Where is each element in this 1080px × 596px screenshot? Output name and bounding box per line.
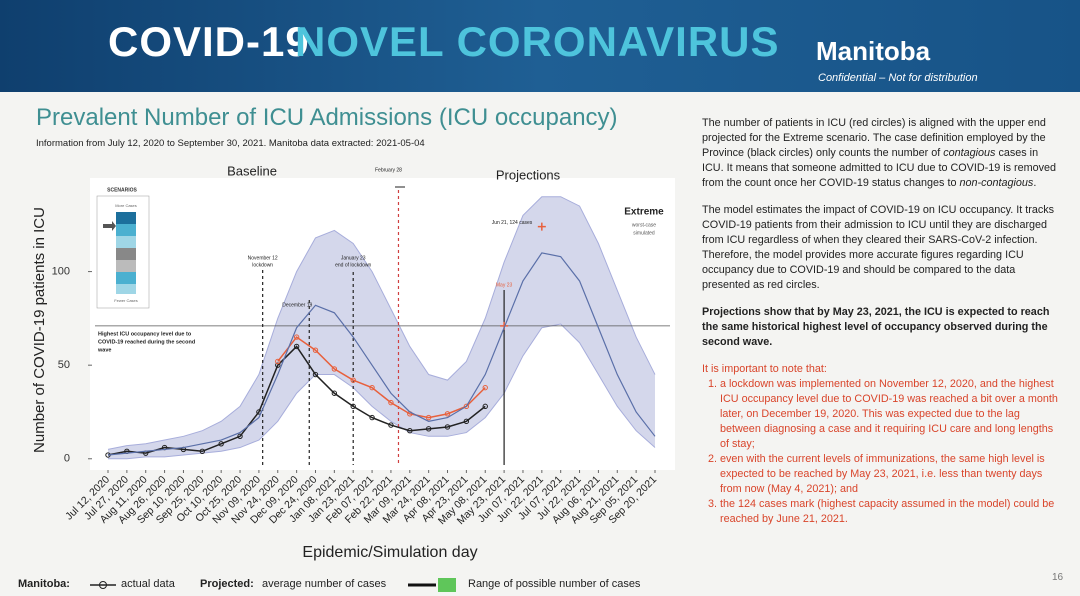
range-band-edge	[107, 196, 656, 450]
header-title: NOVEL CORONAVIRUS	[295, 18, 780, 65]
note-item: the 124 cases mark (highest capacity ass…	[720, 497, 1058, 527]
legend-group: Projected:	[200, 578, 254, 590]
stripe	[116, 212, 136, 224]
data-point	[482, 403, 488, 410]
legend-entry: Range of possible number of cases	[468, 578, 641, 590]
commentary: The number of patients in ICU (red circl…	[702, 116, 1058, 527]
range-band-edge	[108, 323, 656, 460]
logo-text: Manitoba	[816, 36, 931, 66]
data-point	[388, 422, 394, 428]
annotation: December 19	[282, 302, 312, 308]
range-band-fill	[108, 196, 655, 459]
scenarios-box: SCENARIOS More Cases Fewer Cases	[96, 187, 150, 309]
data-point	[425, 414, 432, 421]
arrow	[103, 221, 116, 231]
annotation: Projections	[496, 167, 561, 182]
data-point	[218, 441, 224, 447]
confidential-note: Confidential – Not for distribution	[818, 72, 978, 84]
annotation: end of lockdown	[335, 262, 371, 268]
text: cases in ICU. It means that someone admi…	[702, 147, 1057, 189]
series-line	[277, 336, 486, 419]
text: The number of patients in ICU (red circl…	[702, 117, 1046, 159]
text: Projections show that by May 23, 2021, t…	[702, 306, 1050, 348]
chart: Number of COVID-19 patients in ICU Epide…	[31, 163, 675, 561]
data-point	[312, 371, 319, 378]
text: The model estimates the impact of COVID-…	[702, 204, 1055, 291]
data-point	[199, 448, 206, 454]
text: contagious	[943, 147, 996, 159]
page-number: 16	[1052, 572, 1064, 583]
annotation: Highest ICU occupancy level due to	[98, 331, 192, 337]
stripe	[116, 236, 136, 248]
annotation: Jun 21, 124 cases	[492, 220, 533, 226]
note-item: a lockdown was implemented on November 1…	[720, 377, 1058, 452]
text: .	[1033, 177, 1037, 189]
header: COVID-19 NOVEL CORONAVIRUS Manitoba Conf…	[0, 0, 1080, 92]
data-point	[369, 414, 375, 421]
y-tick-label: 0	[64, 453, 70, 465]
stripe	[116, 224, 136, 236]
annotation: Extreme	[624, 207, 664, 218]
annotation: lockdown	[252, 262, 273, 268]
scenarios-label: Fewer Cases	[114, 298, 138, 303]
data-point	[237, 433, 243, 440]
text: It is important to note that:	[702, 363, 827, 375]
annotation: February 28	[375, 167, 402, 173]
series-line	[107, 345, 486, 456]
chart-subtitle: Information from July 12, 2020 to Septem…	[36, 138, 425, 149]
scenarios-title: SCENARIOS	[107, 187, 137, 193]
data-point	[407, 427, 413, 434]
text: non-contagious	[959, 177, 1034, 189]
y-axis-label: Number of COVID-19 patients in ICU	[31, 207, 48, 453]
data-point	[463, 418, 470, 425]
annotation: November 12	[248, 255, 278, 261]
data-point	[463, 403, 470, 410]
annotation: COVID-19 reached during the second	[98, 339, 195, 345]
data-point	[482, 384, 488, 391]
series-line	[107, 252, 656, 456]
header-title: COVID-19	[108, 18, 310, 65]
data-point	[388, 399, 394, 406]
data-point	[275, 362, 281, 368]
data-point	[293, 334, 300, 340]
stripe	[116, 284, 136, 294]
data-point	[293, 343, 300, 350]
legend-entry: actual data	[121, 578, 175, 590]
x-axis-label: Epidemic/Simulation day	[302, 544, 477, 561]
annotation: worst-case	[632, 222, 656, 228]
legend-entry: average number of cases	[262, 578, 387, 590]
stripe	[116, 260, 136, 272]
legend-group: Manitoba:	[18, 578, 70, 590]
stripe	[116, 272, 136, 284]
data-point	[331, 366, 338, 372]
scenarios-label: More Cases	[115, 203, 137, 208]
annotation: May 23	[496, 282, 513, 288]
data-point	[275, 358, 281, 365]
annotation: simulated	[633, 230, 655, 236]
annotation: Baseline	[227, 163, 277, 178]
peak-marker	[537, 222, 546, 231]
legend-swatch	[408, 578, 456, 592]
note-item: even with the current levels of immuniza…	[720, 452, 1058, 497]
chart-title: Prevalent Number of ICU Admissions (ICU …	[36, 104, 618, 131]
y-tick-label: 100	[52, 265, 70, 277]
data-point	[312, 347, 319, 353]
data-point	[425, 426, 432, 432]
y-tick-label: 50	[58, 359, 70, 371]
legend-swatch	[90, 581, 116, 589]
stripe	[116, 248, 136, 260]
data-point	[350, 377, 356, 383]
annotation: January 23	[341, 255, 366, 261]
data-point	[350, 403, 356, 410]
data-point	[369, 384, 375, 391]
data-point	[444, 424, 451, 430]
annotation: wave	[97, 347, 111, 353]
data-point	[444, 411, 451, 417]
data-point	[331, 390, 338, 396]
